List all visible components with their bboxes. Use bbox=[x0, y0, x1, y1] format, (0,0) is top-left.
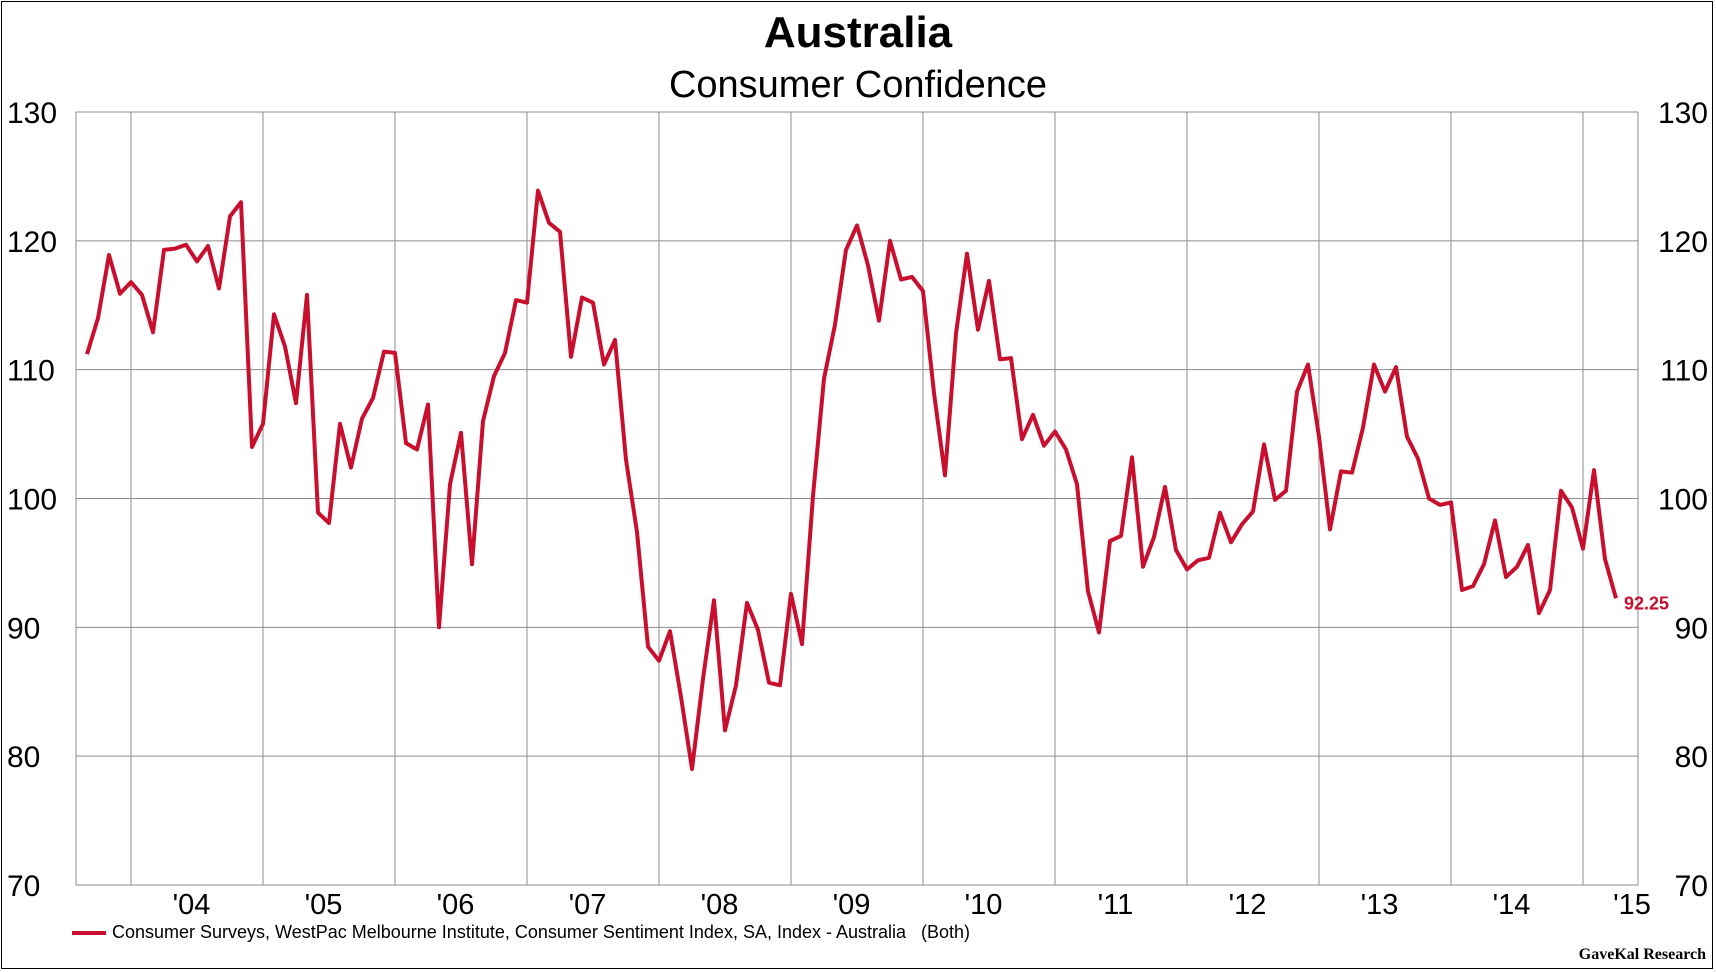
tick-labels: 70 70 80 80 90 90 100 100 110 110 120 120 130 130 '04 '… bbox=[7, 97, 1708, 921]
y-tick-label-left: 90 bbox=[7, 612, 40, 645]
axes bbox=[75, 112, 1639, 886]
legend: Consumer Surveys, WestPac Melbourne Inst… bbox=[72, 922, 970, 943]
x-tick-label: '07 bbox=[569, 889, 607, 921]
x-tick-label: '14 bbox=[1493, 889, 1531, 921]
y-tick-label-right: 70 bbox=[1675, 870, 1708, 903]
y-tick-label-left: 80 bbox=[7, 741, 40, 774]
series-layer: 92.25 bbox=[85, 188, 1669, 771]
legend-label: Consumer Surveys, WestPac Melbourne Inst… bbox=[112, 922, 971, 942]
legend-swatch bbox=[72, 930, 106, 935]
series-line bbox=[85, 188, 1618, 771]
y-tick-label-left: 100 bbox=[7, 484, 57, 517]
source-credit: GaveKal Research bbox=[1578, 946, 1706, 963]
chart-title: Australia bbox=[763, 8, 953, 57]
x-tick-label: '12 bbox=[1229, 889, 1267, 921]
x-tick-label: '11 bbox=[1098, 889, 1134, 921]
y-tick-label-right: 130 bbox=[1658, 97, 1708, 130]
y-tick-label-right: 120 bbox=[1658, 226, 1708, 259]
x-tick-label: '10 bbox=[965, 889, 1003, 921]
chart-subtitle: Consumer Confidence bbox=[668, 64, 1048, 106]
y-tick-label-left: 120 bbox=[7, 226, 57, 259]
y-tick-label-right: 90 bbox=[1675, 612, 1708, 645]
y-tick-label-right: 110 bbox=[1660, 355, 1708, 388]
last-value-label: 92.25 bbox=[1624, 593, 1669, 613]
y-tick-label-left: 110 bbox=[7, 355, 55, 388]
x-tick-label: '04 bbox=[173, 889, 211, 921]
y-tick-label-left: 130 bbox=[7, 97, 57, 130]
y-tick-label-right: 80 bbox=[1675, 741, 1708, 774]
x-tick-label: '06 bbox=[437, 889, 475, 921]
x-tick-label: '05 bbox=[305, 889, 343, 921]
grid-lines bbox=[76, 111, 1638, 885]
y-tick-label-right: 100 bbox=[1658, 484, 1708, 517]
x-tick-label: '09 bbox=[833, 889, 871, 921]
x-tick-label: '15 bbox=[1613, 889, 1651, 921]
x-tick-label: '08 bbox=[701, 889, 739, 921]
x-tick-label: '13 bbox=[1361, 889, 1399, 921]
y-tick-label-left: 70 bbox=[7, 870, 40, 903]
